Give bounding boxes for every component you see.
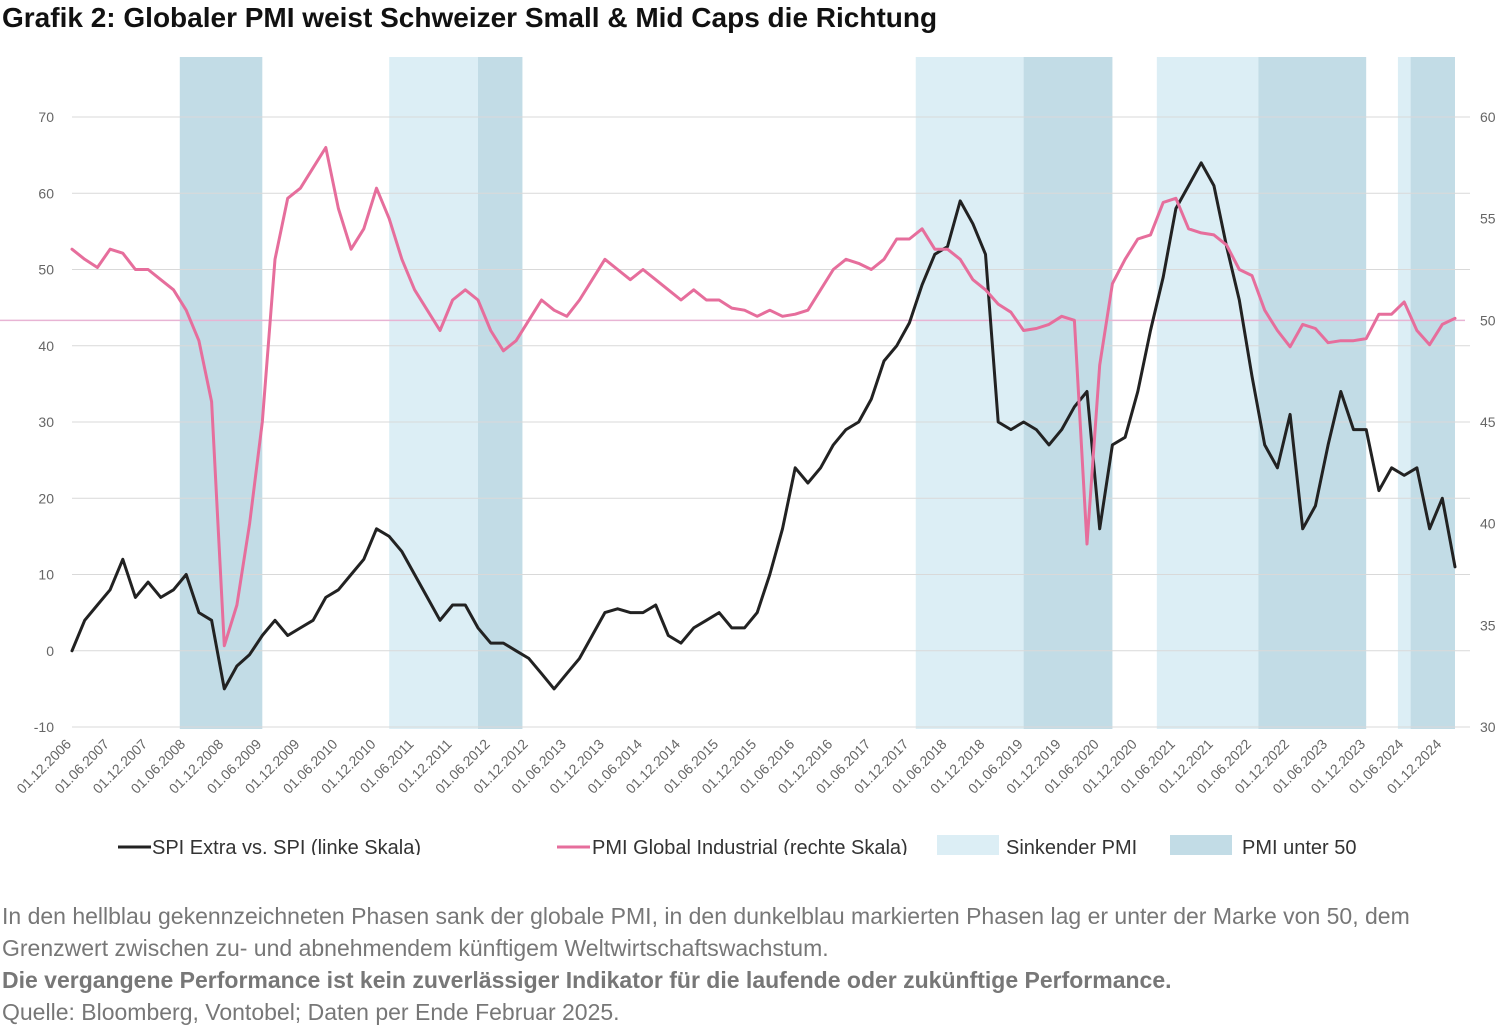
legend-label: PMI Global Industrial (rechte Skala) [592, 837, 908, 855]
chart-svg: -100102030405060703035404550556001.12.20… [0, 45, 1500, 855]
left-axis-tick: 60 [38, 185, 54, 201]
legend-label: SPI Extra vs. SPI (linke Skala) [152, 837, 421, 855]
legend-label: Sinkender PMI [1006, 837, 1137, 855]
right-axis-tick: 45 [1480, 414, 1496, 430]
left-axis-tick: 20 [38, 490, 54, 506]
legend-box-swatch [937, 835, 999, 855]
shaded-period-light [1157, 57, 1259, 729]
legend-label: PMI unter 50 [1242, 837, 1357, 855]
left-axis-tick: 0 [46, 643, 54, 659]
legend-box-swatch [1170, 835, 1232, 855]
right-axis-tick: 40 [1480, 516, 1496, 532]
chart-title: Grafik 2: Globaler PMI weist Schweizer S… [2, 2, 937, 34]
shaded-period-dark [1258, 57, 1366, 729]
right-axis-tick: 50 [1480, 312, 1496, 328]
footnote-source: Quelle: Bloomberg, Vontobel; Daten per E… [2, 996, 1498, 1028]
left-axis-tick: 10 [38, 567, 54, 583]
shaded-period-dark [180, 57, 262, 729]
shaded-period-light [916, 57, 1024, 729]
shaded-period-dark [1411, 57, 1455, 729]
right-axis-tick: 30 [1480, 719, 1496, 735]
right-axis-tick: 35 [1480, 617, 1496, 633]
left-axis-tick: 40 [38, 338, 54, 354]
left-axis-tick: 50 [38, 262, 54, 278]
footnote-disclaimer: Die vergangene Performance ist kein zuve… [2, 964, 1498, 996]
footnote: In den hellblau gekennzeichneten Phasen … [2, 900, 1498, 1028]
left-axis-tick: 30 [38, 414, 54, 430]
left-axis-tick: -10 [34, 719, 54, 735]
shaded-period-light [389, 57, 478, 729]
right-axis-tick: 55 [1480, 211, 1496, 227]
shaded-period-dark [478, 57, 522, 729]
left-axis-tick: 70 [38, 109, 54, 125]
shaded-period-light [1398, 57, 1411, 729]
footnote-description: In den hellblau gekennzeichneten Phasen … [2, 900, 1498, 964]
right-axis-tick: 60 [1480, 109, 1496, 125]
